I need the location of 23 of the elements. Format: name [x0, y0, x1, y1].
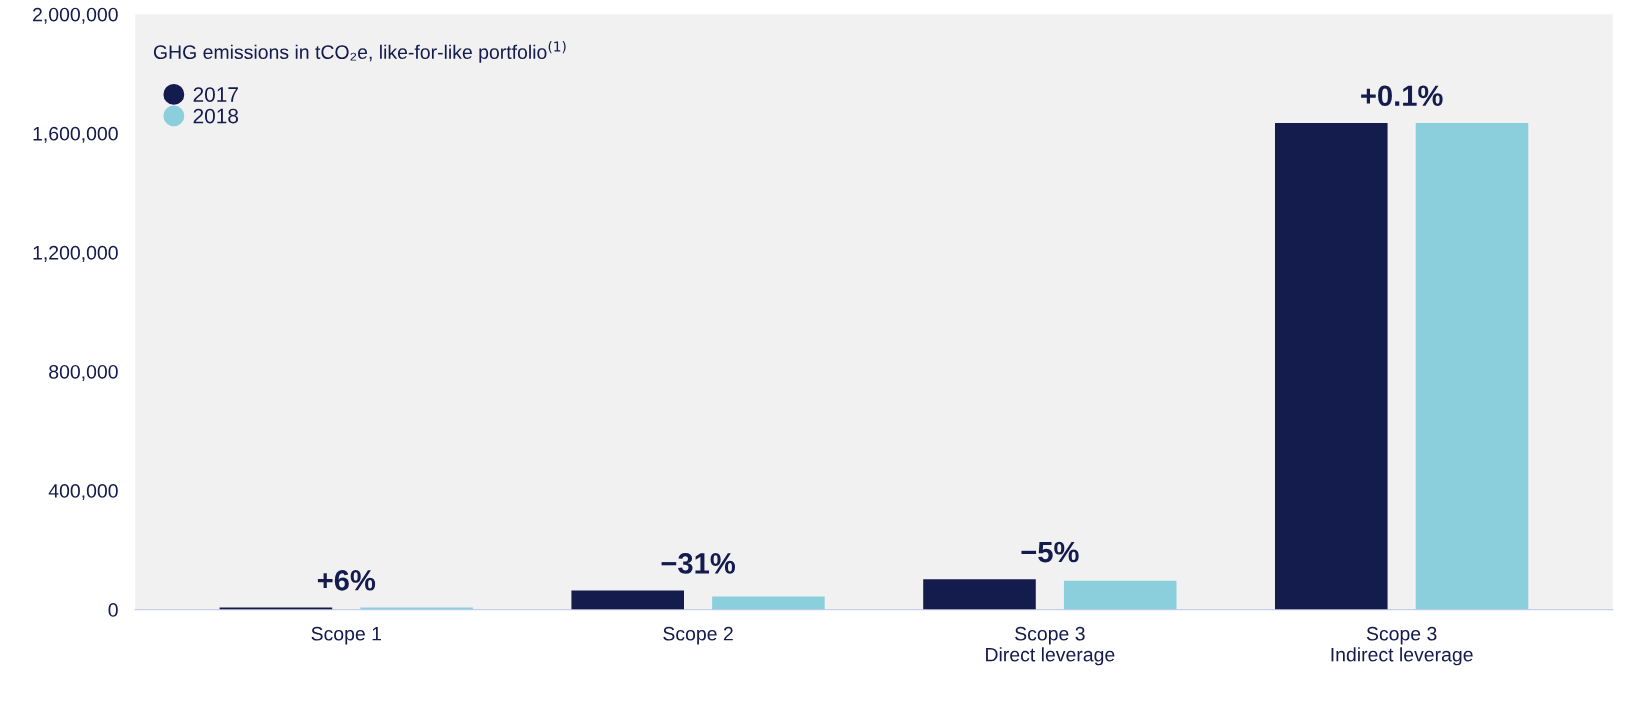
y-tick-label: 800,000 [49, 364, 118, 382]
bar [1415, 122, 1529, 610]
x-tick-label: Scope 2 [663, 626, 733, 645]
y-tick-label: 1,600,000 [33, 126, 118, 143]
y-tick-label: 400,000 [48, 484, 118, 501]
x-tick-label: Scope 3 Direct leverage [986, 626, 1115, 666]
y-tick-label: 0 [108, 603, 118, 617]
annotation: +0.1% [1361, 85, 1443, 107]
legend-label: 2018 [193, 108, 239, 124]
annotation: −5% [1021, 541, 1079, 563]
bar [923, 579, 1036, 610]
x-tick-label: Scope 1 [311, 626, 382, 645]
text: GHG emissions in tCO₂e, like-for-like portfolio$^{(1)}$ [153, 41, 566, 63]
annotation: +6% [317, 570, 376, 591]
bar [571, 590, 684, 610]
x-tick-label: Scope 3 Indirect leverage [1331, 626, 1473, 666]
y-tick-label: 1,200,000 [33, 245, 118, 262]
y-tick-label: 2,000,000 [33, 7, 118, 24]
annotation: −31% [661, 553, 735, 574]
bar [712, 596, 825, 610]
bar [1275, 122, 1388, 610]
legend-label: 2017 [193, 87, 238, 102]
bar [1063, 580, 1177, 610]
